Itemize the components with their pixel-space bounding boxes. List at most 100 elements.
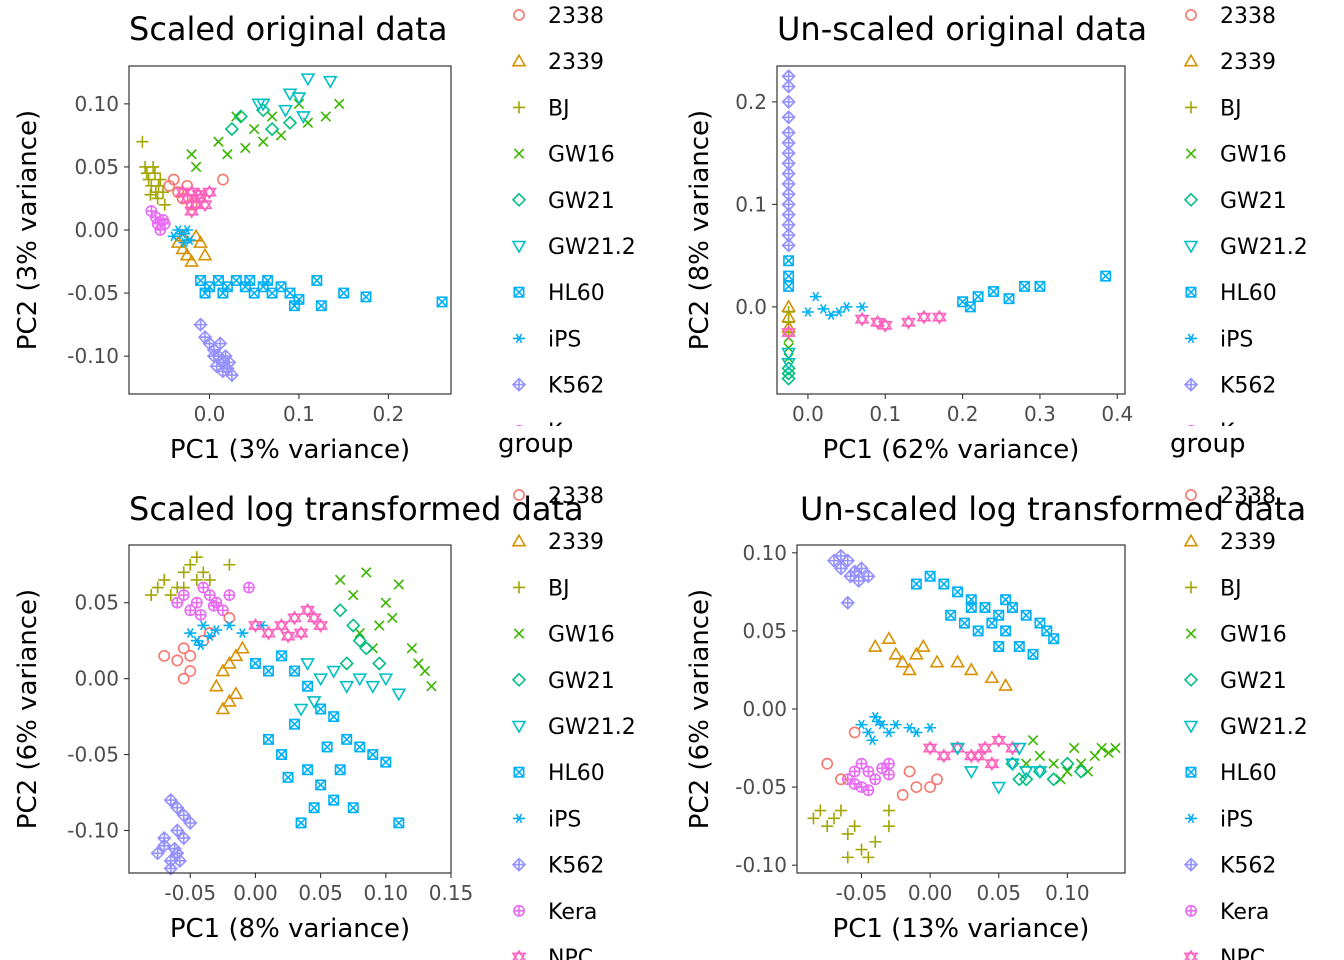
point-hl60 [1100, 270, 1112, 282]
point-hl60 [276, 749, 288, 761]
point-2339 [984, 670, 1000, 684]
legend: 2338 2339 BJ GW16 GW21 GW21.2 HL60 iPS K562 Kera [511, 4, 636, 426]
legend: 2338 2339 BJ GW16 GW21 GW21.2 HL60 iPS K562 Kera [1183, 4, 1308, 426]
legend-item-ips: iPS [513, 807, 581, 832]
x-tick-label: -0.05 [836, 881, 888, 905]
point-gw16 [1103, 747, 1114, 758]
point-2338 [821, 757, 834, 770]
point-2339 [895, 654, 911, 668]
panel-4: Un-scaled log transformed data -0.05 0.00 0… [685, 490, 1306, 944]
legend-label: iPS [548, 807, 581, 832]
y-tick-label: -0.05 [735, 775, 787, 799]
point-hl60 [783, 270, 795, 282]
point-2338 [835, 773, 847, 786]
panel-title: Scaled original data [129, 10, 447, 48]
point-hl60 [262, 274, 274, 286]
point-ips [856, 301, 869, 312]
x-axis-title: PC1 (8% variance) [170, 914, 410, 944]
legend-item-bj: BJ [513, 96, 570, 121]
point-kera [184, 604, 197, 617]
legend-key [511, 672, 527, 687]
point-gw21 [781, 371, 796, 386]
point-npc [916, 309, 932, 325]
legend-item-gw21-2: GW21.2 [1183, 715, 1308, 740]
legend-label: BJ [1220, 96, 1242, 121]
point-gw16 [361, 567, 372, 578]
point-kera [207, 599, 220, 612]
point-bj [848, 820, 861, 833]
point-bj [841, 827, 854, 840]
legend-key [511, 377, 527, 392]
point-2339 [222, 693, 237, 707]
point-hl60 [338, 287, 350, 299]
legend-key [513, 904, 525, 917]
point-gw16 [186, 149, 197, 160]
point-hl60 [1006, 601, 1018, 613]
point-bj [184, 558, 197, 571]
point-2338 [896, 789, 909, 801]
point-gw16 [380, 597, 392, 608]
point-npc [202, 184, 217, 200]
point-k562 [840, 595, 855, 610]
legend-item-2339: 2339 [1183, 530, 1276, 555]
point-hl60 [972, 625, 984, 637]
point-ips [801, 307, 814, 317]
point-gw16 [334, 574, 346, 586]
point-hl60 [1003, 293, 1015, 305]
point-gw16 [1110, 742, 1121, 754]
point-bj [164, 589, 177, 602]
y-tick-label: -0.10 [735, 853, 787, 877]
y-tick-label: -0.05 [67, 281, 119, 305]
point-gw16 [213, 136, 224, 147]
legend-label: 2339 [548, 50, 604, 75]
y-tick-label: 0.00 [742, 697, 787, 721]
point-2338 [176, 192, 189, 205]
point-gw21 [1019, 772, 1034, 787]
point-2338 [184, 649, 197, 662]
point-k562 [183, 815, 198, 831]
point-hl60 [910, 578, 922, 590]
point-2339 [208, 678, 224, 692]
point-gw16 [419, 665, 431, 677]
legend-key [1185, 628, 1197, 639]
point-gw16 [374, 620, 385, 631]
legend-item-gw16: GW16 [1185, 623, 1287, 648]
point-kera [203, 589, 216, 602]
point-ips [882, 727, 895, 738]
y-tick-label: -0.05 [67, 743, 119, 767]
point-gw21-2 [326, 665, 342, 679]
point-hl60 [217, 287, 229, 299]
point-2339 [235, 640, 250, 654]
legend-label: Kera [1220, 900, 1269, 925]
legend-item-gw21-2: GW21.2 [511, 235, 636, 260]
y-tick-label: 0.2 [735, 90, 767, 114]
point-k562 [213, 336, 228, 351]
legend-key [513, 286, 525, 298]
point-hl60 [965, 601, 977, 613]
point-npc [984, 756, 1000, 772]
point-npc [901, 314, 916, 330]
legend-label: GW21.2 [1220, 235, 1308, 260]
point-hl60 [380, 756, 392, 768]
point-bj [158, 198, 171, 211]
point-2338 [171, 654, 184, 667]
point-bj [882, 820, 895, 833]
y-tick-label: -0.10 [67, 818, 119, 842]
point-hl60 [1020, 609, 1032, 621]
point-hl60 [199, 287, 211, 299]
point-hl60 [328, 794, 340, 806]
point-hl60 [288, 300, 300, 312]
legend-key [511, 857, 527, 872]
legend-key [511, 949, 527, 960]
point-ips [840, 301, 853, 312]
panel-1: Scaled original data 0.0 0.1 0.2 0.10 0.05 0.0… [13, 10, 452, 465]
legend-key [1185, 333, 1197, 344]
point-k562 [176, 808, 191, 823]
legend-item-kera: Kera [513, 900, 597, 925]
point-2339 [867, 638, 883, 652]
point-hl60 [212, 274, 224, 286]
point-gw16 [190, 161, 202, 173]
point-bj [142, 173, 155, 186]
point-ips [871, 716, 884, 727]
